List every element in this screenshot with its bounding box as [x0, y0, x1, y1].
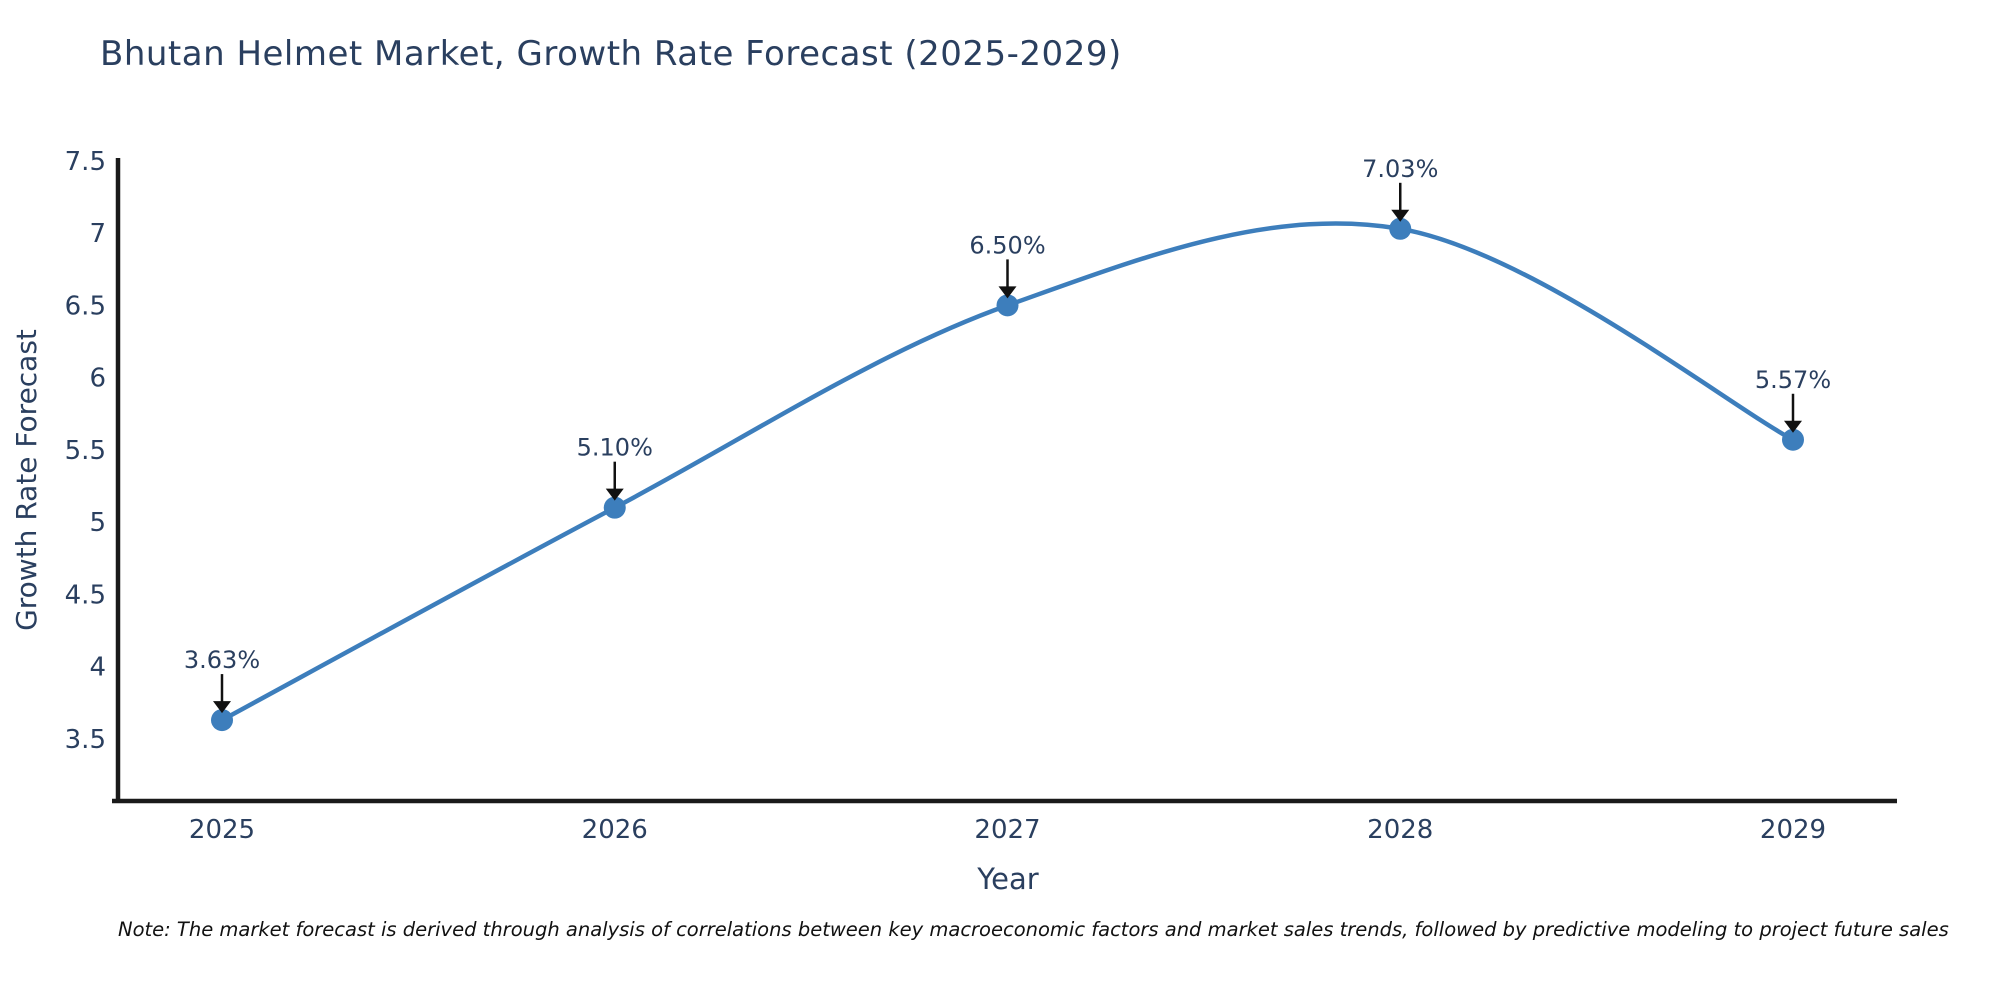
data-point-marker[interactable] [1389, 217, 1412, 240]
data-point-marker[interactable] [996, 294, 1019, 317]
y-tick-label: 4 [89, 653, 106, 683]
x-tick-label: 2028 [1367, 815, 1433, 845]
y-tick-label: 3.5 [65, 725, 106, 755]
data-point-marker[interactable] [1782, 428, 1804, 451]
y-tick-label: 7.5 [65, 147, 106, 177]
y-tick-label: 4.5 [65, 580, 106, 610]
chart-title: Bhutan Helmet Market, Growth Rate Foreca… [100, 34, 1122, 74]
data-point-label: 5.57% [1755, 366, 1831, 394]
data-point-label: 6.50% [969, 231, 1045, 259]
data-point-label: 3.63% [184, 646, 260, 674]
x-tick-label: 2029 [1760, 815, 1826, 845]
annotation-arrowhead-icon [1784, 420, 1802, 433]
data-point-label: 5.10% [577, 434, 653, 462]
y-tick-label: 5 [89, 508, 106, 538]
annotation-arrowhead-icon [998, 286, 1017, 299]
y-tick-label: 5.5 [65, 436, 106, 466]
footnote: Note: The market forecast is derived thr… [118, 918, 1949, 941]
y-tick-label: 7 [89, 219, 106, 249]
annotation-arrowhead-icon [605, 488, 624, 501]
x-tick-label: 2025 [189, 815, 255, 845]
y-axis-title: Growth Rate Forecast [10, 329, 43, 631]
y-tick-label: 6 [89, 364, 106, 394]
annotation-arrowhead-icon [1391, 209, 1410, 222]
data-point-marker[interactable] [603, 496, 626, 519]
x-axis-title: Year [977, 862, 1039, 896]
y-tick-label: 6.5 [65, 291, 106, 321]
data-point-label: 7.03% [1362, 155, 1438, 183]
x-tick-label: 2026 [582, 815, 648, 845]
x-tick-label: 2027 [974, 815, 1040, 845]
annotation-arrowhead-icon [213, 701, 231, 714]
data-point-marker[interactable] [211, 709, 233, 732]
